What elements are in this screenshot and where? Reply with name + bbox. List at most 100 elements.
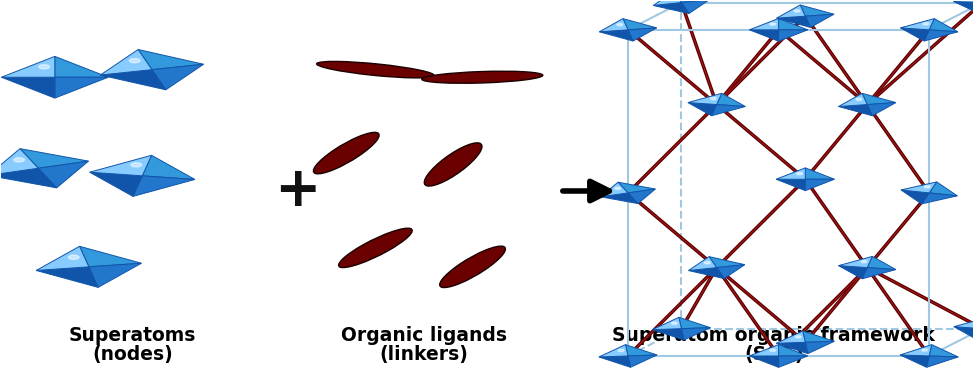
Polygon shape — [778, 356, 808, 367]
Polygon shape — [688, 102, 716, 116]
Circle shape — [922, 349, 927, 351]
Text: (nodes): (nodes) — [92, 345, 172, 364]
Polygon shape — [100, 50, 152, 75]
Polygon shape — [839, 105, 872, 116]
Polygon shape — [654, 0, 681, 5]
Circle shape — [797, 172, 803, 175]
Circle shape — [69, 255, 79, 259]
Polygon shape — [688, 93, 721, 105]
Circle shape — [671, 322, 677, 324]
Polygon shape — [679, 317, 710, 329]
Ellipse shape — [314, 132, 379, 174]
Circle shape — [857, 98, 861, 100]
Polygon shape — [711, 105, 746, 116]
Polygon shape — [901, 182, 937, 193]
Polygon shape — [954, 327, 980, 340]
Circle shape — [976, 322, 980, 324]
Polygon shape — [778, 18, 808, 30]
Polygon shape — [862, 93, 896, 105]
Text: Superatom organic framework: Superatom organic framework — [612, 325, 935, 345]
Polygon shape — [89, 155, 152, 176]
Circle shape — [14, 158, 24, 162]
Polygon shape — [778, 345, 808, 356]
Polygon shape — [600, 30, 633, 41]
Polygon shape — [927, 356, 958, 367]
Polygon shape — [628, 28, 657, 41]
Circle shape — [861, 261, 867, 263]
Circle shape — [924, 186, 930, 188]
Polygon shape — [653, 329, 684, 340]
Polygon shape — [867, 256, 896, 270]
Polygon shape — [0, 149, 38, 175]
Polygon shape — [806, 168, 834, 179]
Polygon shape — [776, 168, 806, 179]
Polygon shape — [1, 77, 55, 98]
Polygon shape — [750, 30, 778, 41]
Polygon shape — [750, 345, 778, 356]
Polygon shape — [79, 246, 141, 267]
Polygon shape — [654, 3, 689, 13]
Polygon shape — [776, 331, 806, 343]
Polygon shape — [36, 267, 98, 287]
Polygon shape — [901, 19, 934, 30]
Polygon shape — [0, 168, 57, 188]
Polygon shape — [977, 329, 980, 340]
Polygon shape — [601, 182, 628, 197]
Polygon shape — [839, 265, 867, 279]
Circle shape — [614, 187, 620, 189]
Circle shape — [770, 349, 775, 351]
Circle shape — [129, 58, 140, 63]
Polygon shape — [776, 342, 808, 354]
Circle shape — [794, 10, 800, 12]
Polygon shape — [55, 77, 108, 98]
Circle shape — [705, 262, 710, 264]
Circle shape — [923, 23, 929, 25]
Polygon shape — [806, 179, 834, 191]
Polygon shape — [929, 182, 957, 196]
Polygon shape — [803, 331, 834, 342]
Polygon shape — [689, 257, 716, 270]
Polygon shape — [839, 256, 872, 268]
Polygon shape — [924, 30, 957, 41]
Polygon shape — [133, 176, 195, 196]
Polygon shape — [38, 161, 88, 188]
Text: +: + — [274, 164, 320, 218]
Polygon shape — [55, 57, 108, 77]
Text: Organic ligands: Organic ligands — [341, 325, 507, 345]
Polygon shape — [653, 317, 681, 330]
Polygon shape — [901, 28, 929, 41]
Polygon shape — [929, 19, 957, 32]
Polygon shape — [901, 190, 929, 204]
Polygon shape — [601, 193, 638, 204]
Ellipse shape — [317, 62, 434, 78]
Polygon shape — [1, 57, 55, 77]
Polygon shape — [900, 345, 932, 356]
Circle shape — [131, 163, 142, 167]
Polygon shape — [867, 102, 896, 116]
Ellipse shape — [339, 228, 413, 267]
Polygon shape — [89, 263, 141, 287]
Polygon shape — [801, 5, 834, 16]
Circle shape — [796, 336, 801, 338]
Polygon shape — [929, 345, 958, 357]
Polygon shape — [20, 149, 88, 168]
Polygon shape — [138, 50, 204, 70]
Polygon shape — [625, 345, 657, 356]
Polygon shape — [954, 317, 980, 329]
Ellipse shape — [440, 246, 506, 288]
Polygon shape — [674, 0, 710, 3]
Circle shape — [710, 97, 716, 100]
Polygon shape — [599, 345, 628, 357]
Circle shape — [616, 23, 622, 26]
Polygon shape — [628, 189, 656, 204]
Polygon shape — [100, 70, 166, 90]
Polygon shape — [89, 172, 142, 196]
Polygon shape — [778, 30, 808, 41]
Polygon shape — [716, 265, 745, 278]
Circle shape — [618, 350, 624, 351]
Ellipse shape — [421, 71, 543, 83]
Polygon shape — [628, 355, 657, 367]
Text: (SOF): (SOF) — [744, 345, 804, 364]
Polygon shape — [36, 246, 89, 270]
Polygon shape — [599, 356, 630, 367]
